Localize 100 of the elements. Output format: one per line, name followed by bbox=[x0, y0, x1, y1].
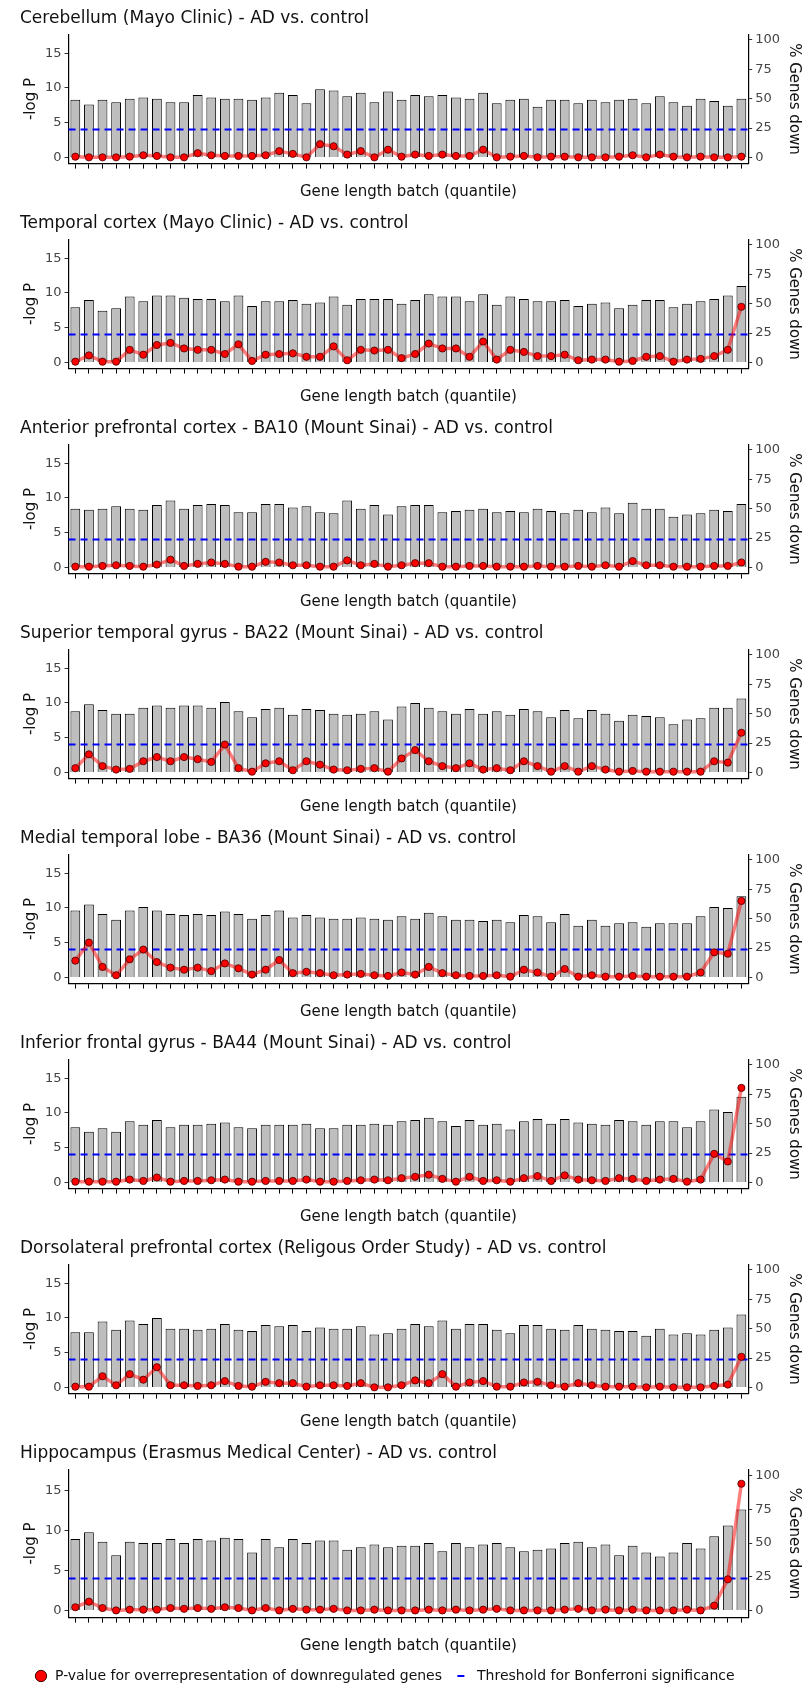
point bbox=[438, 762, 447, 771]
point bbox=[383, 971, 392, 980]
point bbox=[275, 147, 284, 156]
point bbox=[316, 140, 325, 149]
point bbox=[397, 968, 406, 977]
point bbox=[438, 1174, 447, 1183]
point bbox=[207, 757, 216, 766]
y2-tick-label: 25 bbox=[755, 324, 772, 340]
point bbox=[139, 757, 148, 766]
point bbox=[84, 1382, 93, 1391]
point bbox=[615, 767, 624, 776]
y-tick-label: 15 bbox=[45, 1482, 62, 1498]
point bbox=[642, 153, 651, 162]
point bbox=[261, 350, 270, 359]
point bbox=[84, 750, 93, 759]
x-axis-title: Gene length batch (quantile) bbox=[299, 1635, 517, 1654]
point bbox=[370, 346, 379, 355]
point bbox=[356, 764, 365, 773]
point bbox=[261, 1604, 270, 1613]
point bbox=[329, 1381, 338, 1390]
y-tick-label: 5 bbox=[53, 728, 62, 744]
point bbox=[710, 1381, 719, 1390]
point bbox=[71, 764, 80, 773]
point bbox=[737, 728, 746, 737]
y2-tick-label: 50 bbox=[755, 910, 772, 926]
point bbox=[737, 1479, 746, 1488]
y-tick-label: 0 bbox=[53, 1173, 62, 1189]
point bbox=[723, 345, 732, 354]
y-axis-title: -log P bbox=[20, 897, 39, 941]
x-axis-title: Gene length batch (quantile) bbox=[299, 1411, 517, 1430]
y-tick-label: 10 bbox=[45, 1309, 62, 1325]
y2-tick-label: 75 bbox=[755, 675, 772, 691]
point bbox=[669, 357, 678, 366]
point bbox=[139, 945, 148, 954]
y-tick-label: 5 bbox=[53, 1561, 62, 1577]
y2-tick-label: 0 bbox=[755, 353, 764, 369]
point bbox=[601, 153, 610, 162]
point bbox=[696, 354, 705, 363]
point bbox=[655, 1175, 664, 1184]
y-axis-title: -log P bbox=[20, 1522, 39, 1565]
y2-tick-label: 100 bbox=[755, 851, 781, 867]
y2-tick-label: 75 bbox=[755, 265, 772, 281]
point bbox=[723, 1157, 732, 1166]
point bbox=[193, 1176, 202, 1185]
point bbox=[465, 352, 474, 361]
point bbox=[288, 1379, 297, 1388]
point bbox=[180, 1381, 189, 1390]
point bbox=[329, 971, 338, 980]
point bbox=[152, 1363, 161, 1372]
point bbox=[492, 1604, 501, 1613]
point bbox=[248, 1177, 257, 1186]
point bbox=[112, 1381, 121, 1390]
y2-tick-label: 50 bbox=[755, 1534, 772, 1550]
point bbox=[451, 344, 460, 353]
point bbox=[125, 1370, 134, 1379]
point bbox=[737, 302, 746, 311]
point bbox=[71, 357, 80, 366]
point bbox=[152, 151, 161, 160]
point bbox=[533, 1377, 542, 1386]
point bbox=[424, 1605, 433, 1614]
point bbox=[316, 352, 325, 361]
point bbox=[723, 1575, 732, 1584]
y2-axis-title: % Genes down bbox=[786, 453, 805, 565]
point bbox=[587, 1176, 596, 1185]
point bbox=[343, 970, 352, 979]
point bbox=[84, 1597, 93, 1606]
point bbox=[316, 969, 325, 978]
point bbox=[125, 152, 134, 161]
point bbox=[139, 151, 148, 160]
point bbox=[98, 1372, 107, 1381]
point bbox=[302, 352, 311, 361]
point bbox=[710, 352, 719, 361]
point bbox=[642, 1606, 651, 1615]
point bbox=[492, 153, 501, 162]
point bbox=[642, 767, 651, 776]
y2-axis-title: % Genes down bbox=[786, 43, 805, 155]
point bbox=[139, 1605, 148, 1614]
point bbox=[642, 972, 651, 981]
point bbox=[533, 762, 542, 771]
point bbox=[356, 1606, 365, 1615]
point bbox=[492, 971, 501, 980]
y2-tick-label: 0 bbox=[755, 1601, 764, 1617]
x-axis-title: Gene length batch (quantile) bbox=[299, 796, 517, 815]
point bbox=[438, 150, 447, 159]
y-tick-label: 0 bbox=[53, 968, 62, 984]
point bbox=[275, 1606, 284, 1615]
y-tick-label: 10 bbox=[45, 79, 62, 95]
point bbox=[112, 1177, 121, 1186]
point bbox=[397, 354, 406, 363]
point bbox=[234, 340, 243, 349]
point bbox=[71, 1382, 80, 1391]
y2-tick-label: 0 bbox=[755, 968, 764, 984]
point bbox=[343, 1381, 352, 1390]
point bbox=[479, 1377, 488, 1386]
point bbox=[180, 753, 189, 762]
point bbox=[220, 1377, 229, 1386]
point bbox=[98, 1177, 107, 1186]
point bbox=[465, 151, 474, 160]
point bbox=[519, 347, 528, 356]
y-axis-title: -log P bbox=[20, 1102, 39, 1146]
